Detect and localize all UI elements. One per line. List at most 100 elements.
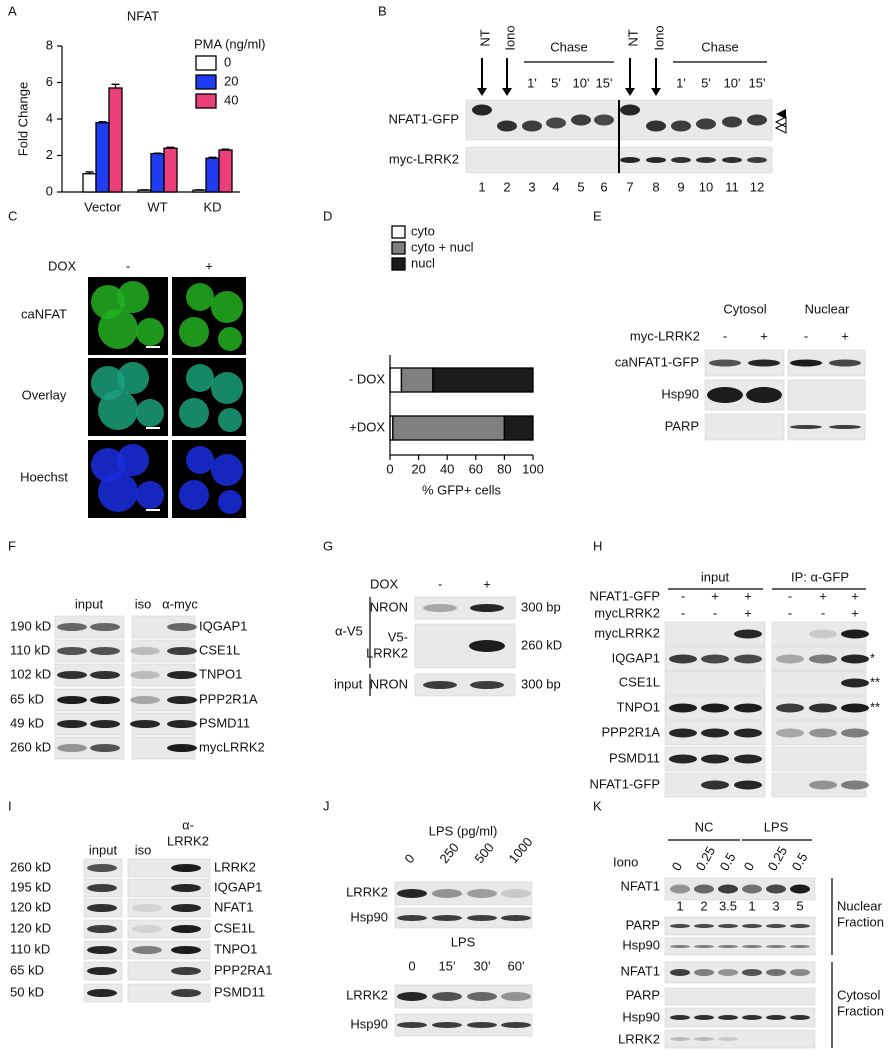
row-label: IQGAP1 xyxy=(214,879,262,894)
blot-strip xyxy=(664,961,816,984)
cell xyxy=(218,327,242,351)
band xyxy=(809,728,837,738)
size-label: 65 kD xyxy=(10,691,44,706)
panel-letter: K xyxy=(593,798,602,813)
cell xyxy=(211,291,243,323)
chart-title: NFAT xyxy=(127,8,159,23)
band xyxy=(718,969,738,976)
cell xyxy=(218,408,242,432)
sign-label: + xyxy=(819,588,827,603)
fraction-label: Nuclear xyxy=(805,301,850,316)
lane-header: α- xyxy=(182,817,194,832)
band xyxy=(571,114,591,126)
band xyxy=(87,967,117,975)
band xyxy=(130,647,160,655)
dose-label: 500 xyxy=(471,840,496,866)
quantification-label: 1 xyxy=(676,898,683,913)
significance-mark: * xyxy=(870,650,875,665)
row-label: PSMD11 xyxy=(199,715,250,730)
sign-label: - xyxy=(788,588,792,603)
legend-swatch xyxy=(391,257,406,271)
bar-segment xyxy=(392,415,506,441)
band xyxy=(734,754,762,764)
band xyxy=(746,387,782,403)
band xyxy=(694,1015,714,1020)
size-label: 102 kD xyxy=(10,666,51,681)
row-label: PARP xyxy=(665,418,699,433)
row-label: NFAT1-GFP xyxy=(388,111,459,126)
band xyxy=(90,647,120,655)
x-tick-label: Vector xyxy=(84,199,122,214)
legend-label: 20 xyxy=(224,73,238,88)
band xyxy=(747,114,767,126)
band xyxy=(171,884,201,892)
band xyxy=(467,889,497,898)
band xyxy=(841,728,869,738)
blot-strip xyxy=(394,984,533,1009)
band xyxy=(776,654,804,664)
band xyxy=(87,904,117,912)
lane-header: input xyxy=(89,842,118,857)
row-label: NFAT1 xyxy=(621,878,661,893)
band xyxy=(501,992,531,1001)
cell xyxy=(186,364,214,392)
lane-header: LRRK2 xyxy=(167,833,209,848)
band xyxy=(501,915,531,921)
legend-label: cyto + nucl xyxy=(411,239,474,254)
blot-strip xyxy=(664,987,816,1006)
antibody-label: α-V5 xyxy=(335,623,363,638)
row-label: NFAT1 xyxy=(621,963,661,978)
blot-strip xyxy=(127,919,211,939)
band xyxy=(669,654,697,664)
legend-label: 0 xyxy=(224,54,231,69)
band xyxy=(57,671,87,679)
y-tick-label: 4 xyxy=(46,110,53,125)
row-label: caNFAT1-GFP xyxy=(615,354,699,369)
band xyxy=(748,359,780,367)
band xyxy=(841,654,869,664)
band xyxy=(87,884,117,892)
treatment-label: Iono xyxy=(613,854,638,869)
band xyxy=(171,864,201,872)
row-label: NFAT1-GFP xyxy=(589,776,660,791)
band xyxy=(766,969,786,976)
band xyxy=(469,640,505,652)
group-header: input xyxy=(701,569,730,584)
band xyxy=(467,992,497,1001)
band xyxy=(709,359,741,367)
blot-strip xyxy=(771,746,867,772)
band xyxy=(57,647,87,655)
quantification-label: 5 xyxy=(796,898,803,913)
band xyxy=(620,104,640,116)
quantification-label: 1 xyxy=(748,898,755,913)
band xyxy=(734,703,762,713)
size-label: 120 kD xyxy=(10,920,51,935)
band xyxy=(718,945,738,948)
y-tick-label: +DOX xyxy=(349,419,385,434)
band xyxy=(694,1037,714,1041)
band xyxy=(790,1015,810,1020)
time-label: 15' xyxy=(439,958,456,973)
cell xyxy=(98,309,138,349)
error-bar xyxy=(166,146,175,149)
lane-number: 12 xyxy=(750,179,764,194)
band xyxy=(522,120,542,132)
bar xyxy=(150,153,165,193)
size-label: 49 kD xyxy=(10,715,44,730)
band xyxy=(90,744,120,752)
row-label: mycLRRK2 xyxy=(199,739,265,754)
time-label: 5' xyxy=(551,75,561,90)
bar-segment xyxy=(432,367,534,393)
y-tick-label: 2 xyxy=(46,147,53,162)
row-label: mycLRRK2 xyxy=(594,625,660,640)
band xyxy=(90,720,120,728)
treatment-label: myc-LRRK2 xyxy=(630,328,700,343)
treatment-label: Iono xyxy=(502,25,517,50)
band xyxy=(747,157,767,163)
band xyxy=(790,969,810,976)
row-label: NFAT1 xyxy=(214,899,254,914)
cell xyxy=(218,490,242,514)
band xyxy=(809,629,837,639)
size-label: 110 kD xyxy=(10,642,50,657)
band xyxy=(766,945,786,948)
